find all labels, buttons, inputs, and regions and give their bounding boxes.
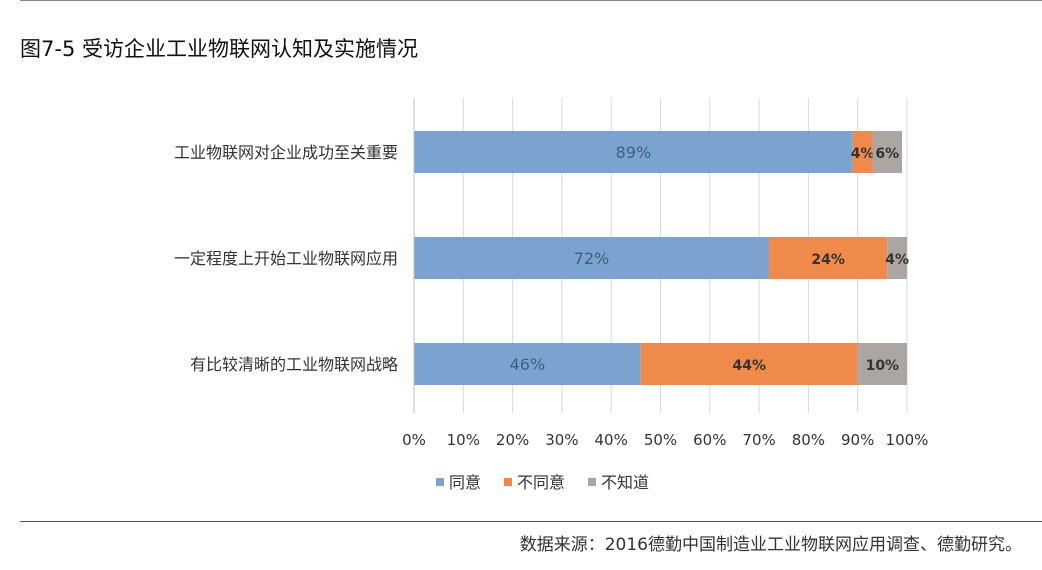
category-label: 一定程度上开始工业物联网应用	[174, 249, 398, 268]
x-tick-label: 40%	[595, 431, 628, 449]
x-tick-label: 70%	[742, 431, 775, 449]
bar-segment	[872, 131, 903, 173]
bar-segment	[414, 131, 853, 173]
bar-segment	[887, 237, 907, 279]
x-tick-label: 30%	[545, 431, 578, 449]
legend-swatch	[504, 478, 512, 486]
x-tick-label: 0%	[402, 431, 426, 449]
x-tick-label: 10%	[447, 431, 480, 449]
x-tick-label: 50%	[644, 431, 677, 449]
category-label: 有比较清晰的工业物联网战略	[190, 355, 398, 374]
data-label: 44%	[732, 358, 766, 374]
data-label: 4%	[851, 146, 875, 162]
legend-label: 不知道	[601, 473, 649, 492]
x-tick-label: 60%	[693, 431, 726, 449]
legend-swatch	[588, 478, 596, 486]
legend-swatch	[436, 478, 444, 486]
data-label: 10%	[866, 358, 900, 374]
x-tick-label: 80%	[792, 431, 825, 449]
data-label: 46%	[510, 355, 546, 374]
bar-segment	[414, 237, 769, 279]
bar-segment	[414, 343, 641, 385]
data-label: 72%	[574, 249, 610, 268]
data-label: 4%	[885, 252, 909, 268]
bar-segment	[852, 131, 873, 173]
data-label: 89%	[616, 143, 652, 162]
bar-segment	[768, 237, 888, 279]
data-label: 24%	[811, 252, 845, 268]
bar-segment	[857, 343, 907, 385]
legend-label: 同意	[449, 473, 481, 492]
x-tick-label: 90%	[841, 431, 874, 449]
top-rule	[20, 0, 1042, 1]
figure-title: 图7-5 受访企业工业物联网认知及实施情况	[20, 37, 418, 61]
stacked-bar-chart: 工业物联网对企业成功至关重要 89% 4% 6%一定程度上开始工业物联网应用 72% 24…	[174, 98, 929, 492]
x-tick-label: 20%	[496, 431, 529, 449]
category-label: 工业物联网对企业成功至关重要	[174, 143, 398, 162]
bar-segment	[640, 343, 858, 385]
x-tick-label: 100%	[886, 431, 929, 449]
data-label: 6%	[875, 146, 899, 162]
source-note: 数据来源：2016德勤中国制造业工业物联网应用调查、德勤研究。	[519, 535, 1022, 555]
legend-label: 不同意	[517, 473, 565, 492]
bottom-rule	[20, 521, 1042, 522]
